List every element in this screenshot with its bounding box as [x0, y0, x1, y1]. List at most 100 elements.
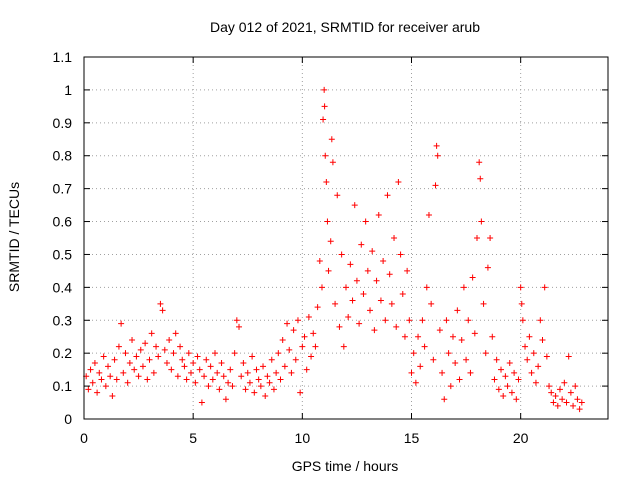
data-point — [327, 238, 334, 245]
data-point — [142, 340, 149, 347]
data-point — [109, 392, 116, 399]
x-tick-label: 5 — [189, 430, 197, 446]
data-point — [362, 218, 369, 225]
data-point — [343, 284, 349, 291]
data-point — [471, 330, 478, 337]
data-point — [225, 379, 232, 386]
data-point — [554, 402, 561, 409]
data-point — [277, 376, 284, 383]
data-point — [550, 399, 557, 406]
data-point — [209, 376, 216, 383]
data-point — [410, 350, 417, 357]
plot-frame — [83, 56, 609, 420]
data-point — [334, 192, 341, 199]
data-point — [157, 300, 164, 307]
data-point — [543, 353, 550, 360]
data-point — [401, 333, 408, 340]
data-point — [100, 353, 107, 360]
data-point — [139, 363, 146, 370]
data-point — [578, 399, 585, 406]
data-point — [338, 251, 345, 258]
data-point — [419, 317, 426, 324]
data-point — [502, 373, 509, 380]
data-point — [323, 179, 330, 186]
data-point — [336, 323, 343, 330]
data-point — [192, 379, 199, 386]
data-point — [96, 369, 103, 376]
data-point — [222, 396, 229, 403]
data-point — [244, 369, 251, 376]
data-point — [111, 356, 118, 363]
data-point — [257, 383, 264, 390]
data-point — [126, 360, 133, 367]
data-point — [120, 369, 127, 376]
data-point — [526, 333, 533, 340]
data-point — [441, 396, 448, 403]
data-point — [155, 353, 162, 360]
data-point — [174, 373, 181, 380]
x-tick-label: 10 — [295, 430, 311, 446]
data-point — [377, 297, 384, 304]
data-point — [170, 350, 177, 357]
data-point — [312, 343, 319, 350]
data-point — [430, 356, 437, 363]
data-point — [122, 350, 129, 357]
data-point — [434, 152, 441, 159]
data-point — [369, 248, 376, 255]
data-point — [433, 142, 440, 149]
data-point — [325, 267, 332, 274]
data-point — [107, 373, 114, 380]
data-point — [198, 399, 205, 406]
data-point — [187, 369, 194, 376]
data-point — [324, 218, 331, 225]
data-point — [417, 363, 424, 370]
data-point — [375, 211, 382, 218]
data-point — [458, 337, 465, 344]
data-point — [548, 389, 555, 396]
data-point — [303, 366, 310, 373]
data-point — [203, 356, 210, 363]
data-point — [299, 343, 306, 350]
data-point — [559, 396, 566, 403]
y-tick-label: 0 — [64, 411, 72, 427]
data-point — [495, 386, 502, 393]
data-point — [367, 307, 374, 314]
data-point — [275, 350, 282, 357]
data-point — [393, 323, 400, 330]
data-point — [161, 346, 168, 353]
data-point — [517, 284, 524, 291]
data-point — [474, 235, 480, 241]
x-axis-label: GPS time / hours — [292, 458, 399, 474]
data-point — [297, 389, 304, 396]
data-point — [345, 313, 352, 320]
data-point — [240, 360, 247, 367]
data-point — [476, 159, 483, 166]
data-point — [205, 383, 212, 390]
data-point — [452, 360, 459, 367]
data-point — [513, 396, 520, 403]
data-point — [541, 284, 548, 291]
data-point — [236, 323, 243, 330]
data-point — [98, 376, 105, 383]
data-points — [83, 86, 585, 413]
x-tick-label: 15 — [404, 430, 420, 446]
data-point — [168, 366, 175, 373]
data-point — [87, 366, 94, 373]
data-point — [386, 271, 393, 278]
data-point — [498, 366, 505, 373]
data-point — [443, 317, 450, 324]
data-point — [329, 159, 336, 166]
data-point — [320, 116, 327, 123]
data-point — [380, 258, 387, 265]
data-point — [425, 211, 432, 218]
data-point — [183, 376, 190, 383]
data-point — [262, 392, 269, 399]
data-point — [316, 258, 323, 265]
data-point — [281, 363, 288, 370]
data-point — [133, 353, 140, 360]
data-point — [373, 277, 380, 284]
data-point — [508, 389, 515, 396]
data-point — [528, 369, 535, 376]
data-point — [220, 373, 227, 380]
data-point — [399, 290, 406, 297]
